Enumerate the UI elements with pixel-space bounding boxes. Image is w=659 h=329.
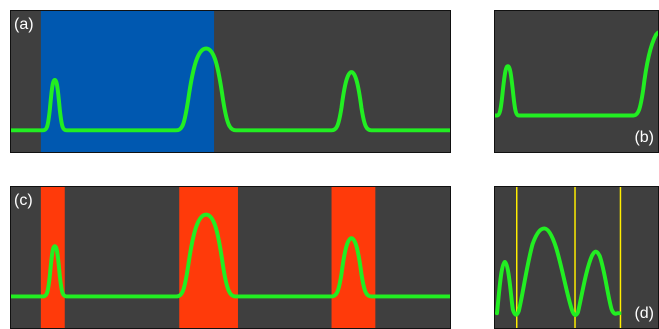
panel-c-label: (c) — [14, 192, 33, 209]
red-selection-region-3 — [331, 187, 376, 328]
signal-trace — [11, 212, 450, 299]
panel-b-plot — [495, 30, 658, 118]
panel-d-plot — [495, 187, 622, 328]
panel-c: (c) — [10, 186, 451, 329]
panel-a-label: (a) — [14, 16, 34, 33]
signal-trace — [11, 46, 450, 133]
panel-a: (a) — [10, 10, 451, 153]
zoomed-signal-trace — [495, 30, 658, 118]
concatenated-signal-trace — [495, 226, 622, 317]
panel-d: (d) — [494, 186, 659, 329]
panel-d-label: (d) — [634, 305, 654, 322]
panel-a-plot — [11, 11, 450, 152]
panel-b-label: (b) — [634, 129, 654, 146]
panel-b: (b) — [494, 10, 659, 153]
panel-c-plot — [11, 187, 450, 328]
